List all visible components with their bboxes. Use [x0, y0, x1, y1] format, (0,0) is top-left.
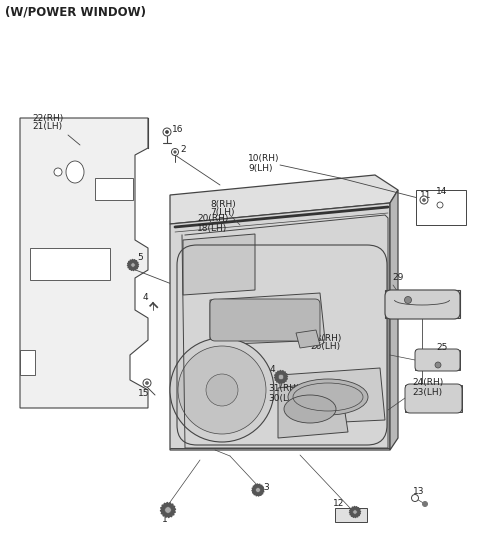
Text: 28(RH): 28(RH)	[310, 333, 341, 342]
Text: 26(LH): 26(LH)	[310, 342, 340, 352]
Ellipse shape	[284, 395, 336, 423]
Text: 16: 16	[172, 126, 183, 134]
Circle shape	[420, 196, 428, 204]
Circle shape	[131, 263, 135, 267]
Circle shape	[422, 502, 428, 507]
Circle shape	[411, 494, 419, 502]
Polygon shape	[170, 203, 390, 450]
Text: 10(RH): 10(RH)	[248, 154, 279, 163]
Ellipse shape	[66, 161, 84, 183]
Circle shape	[405, 296, 411, 304]
Ellipse shape	[288, 379, 368, 415]
FancyBboxPatch shape	[210, 299, 320, 341]
Text: 18(LH): 18(LH)	[197, 225, 227, 233]
Text: 1: 1	[162, 515, 168, 524]
Text: 17(LH): 17(LH)	[303, 406, 333, 415]
Circle shape	[165, 507, 171, 513]
Polygon shape	[252, 484, 264, 496]
Circle shape	[206, 374, 238, 406]
Text: 30(LH): 30(LH)	[268, 394, 298, 403]
Circle shape	[353, 510, 357, 514]
Circle shape	[54, 168, 62, 176]
Text: 23(LH): 23(LH)	[412, 388, 442, 397]
Polygon shape	[415, 350, 460, 370]
Polygon shape	[183, 234, 255, 295]
Text: 21(LH): 21(LH)	[32, 123, 62, 132]
Text: 7(LH): 7(LH)	[210, 208, 235, 217]
Polygon shape	[160, 503, 176, 518]
Circle shape	[170, 338, 274, 442]
Text: 27: 27	[295, 314, 306, 322]
Text: 3: 3	[263, 483, 269, 492]
Text: 12: 12	[333, 498, 344, 508]
Circle shape	[143, 379, 151, 387]
Text: 9(LH): 9(LH)	[248, 164, 273, 173]
Polygon shape	[280, 368, 385, 425]
Polygon shape	[170, 175, 398, 224]
Polygon shape	[278, 380, 348, 438]
Circle shape	[145, 382, 148, 384]
Text: 14: 14	[436, 187, 447, 196]
Text: 11: 11	[420, 190, 432, 200]
Text: (W/POWER WINDOW): (W/POWER WINDOW)	[5, 6, 146, 18]
Text: 29: 29	[392, 274, 403, 283]
Circle shape	[422, 199, 425, 201]
Circle shape	[435, 362, 441, 368]
Bar	[416, 190, 466, 225]
FancyBboxPatch shape	[405, 384, 462, 413]
Polygon shape	[275, 371, 288, 383]
Text: 24(RH): 24(RH)	[412, 378, 443, 388]
Text: 13: 13	[413, 488, 424, 497]
Polygon shape	[210, 293, 325, 345]
Text: 8(RH): 8(RH)	[210, 200, 236, 208]
Text: 4: 4	[143, 294, 148, 302]
Polygon shape	[128, 259, 138, 270]
Bar	[335, 508, 367, 522]
Text: 20(RH): 20(RH)	[197, 215, 228, 223]
Polygon shape	[20, 118, 148, 408]
Text: 5: 5	[137, 253, 143, 263]
Text: 15: 15	[138, 389, 149, 398]
Polygon shape	[390, 190, 398, 450]
Circle shape	[171, 149, 179, 155]
FancyBboxPatch shape	[385, 290, 460, 319]
Circle shape	[166, 131, 168, 133]
Bar	[95, 178, 133, 200]
Text: 6: 6	[295, 322, 301, 331]
Circle shape	[174, 151, 176, 153]
Circle shape	[278, 374, 284, 380]
Circle shape	[178, 346, 266, 434]
Polygon shape	[20, 350, 35, 375]
Circle shape	[437, 202, 443, 208]
Bar	[30, 248, 110, 280]
Text: 19(RH): 19(RH)	[303, 398, 335, 406]
Polygon shape	[405, 385, 462, 412]
Polygon shape	[296, 330, 320, 348]
Circle shape	[255, 488, 261, 493]
Polygon shape	[385, 290, 460, 318]
Circle shape	[163, 128, 171, 136]
Text: 22(RH): 22(RH)	[32, 113, 63, 123]
Text: 25: 25	[436, 342, 447, 352]
Text: 4: 4	[269, 364, 275, 373]
Polygon shape	[349, 507, 360, 518]
Text: 2: 2	[180, 145, 186, 154]
FancyBboxPatch shape	[415, 349, 460, 371]
Text: 31(RH): 31(RH)	[268, 383, 300, 393]
